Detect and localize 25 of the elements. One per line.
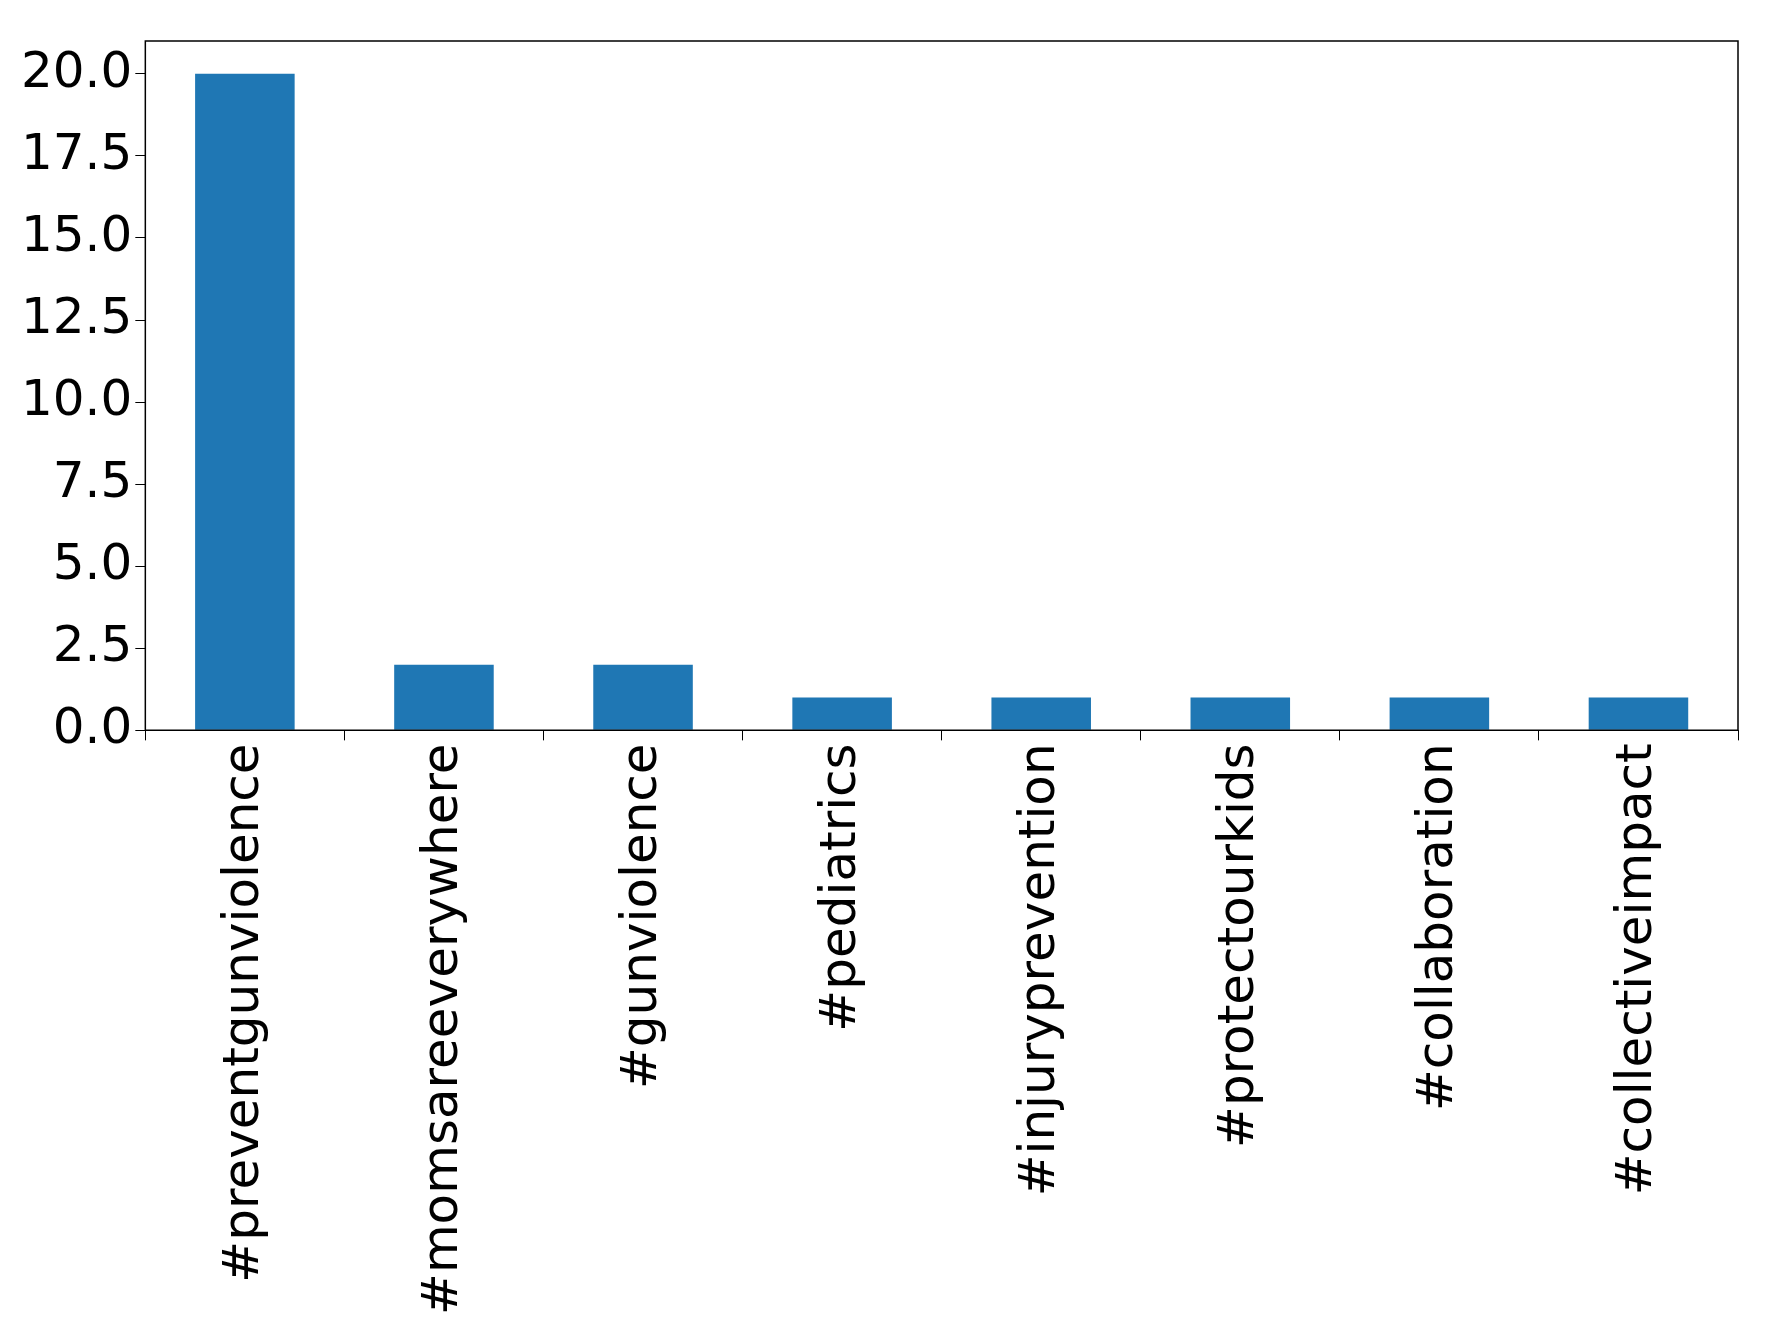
y-tick-label: 10.0 <box>21 369 133 428</box>
x-tick-label: #collaboration <box>1406 743 1465 1112</box>
bar <box>1389 697 1490 730</box>
x-tick-label: #protectourkids <box>1207 743 1266 1148</box>
y-tick-label: 20.0 <box>21 40 133 99</box>
y-tick-label: 15.0 <box>21 204 133 263</box>
bar <box>593 664 693 730</box>
x-tick-label: #momsareeverywhere <box>410 743 469 1316</box>
x-tick-label: #gunviolence <box>610 743 669 1090</box>
x-tick-label: #pediatrics <box>809 743 868 1032</box>
bar <box>1190 697 1291 730</box>
y-tick-label: 0.0 <box>52 697 133 756</box>
y-tick-label: 7.5 <box>52 451 133 510</box>
x-tick-label: #preventgunviolence <box>211 743 270 1283</box>
y-tick-label: 17.5 <box>21 122 133 181</box>
x-tick-label: #injuryprevention <box>1008 743 1067 1197</box>
bar <box>1588 697 1689 730</box>
bar <box>991 697 1091 730</box>
y-tick-label: 12.5 <box>21 287 133 346</box>
x-tick-label: #collectiveimpact <box>1605 743 1664 1196</box>
bar <box>394 664 494 730</box>
y-tick-label: 5.0 <box>52 533 133 592</box>
bar <box>792 697 892 730</box>
y-tick-label: 2.5 <box>52 615 133 674</box>
bar <box>195 73 295 730</box>
